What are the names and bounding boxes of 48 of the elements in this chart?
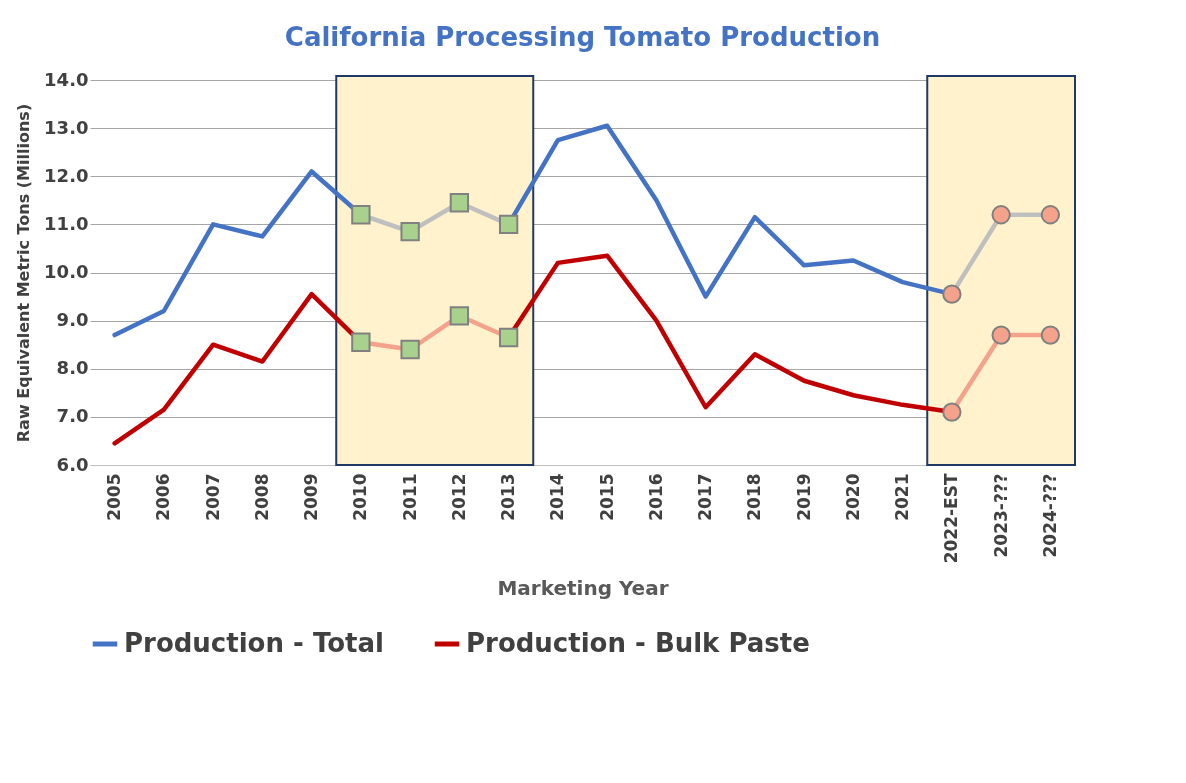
x-tick-label: 2020: [842, 473, 863, 521]
point: [449, 306, 470, 326]
point: [449, 193, 470, 213]
y-tick-label: 14.0: [44, 68, 89, 90]
y-tick-label: 10.0: [44, 261, 89, 282]
x-tick-label: 2011: [399, 473, 420, 521]
y-tick-label: 13.0: [44, 116, 89, 138]
point: [498, 327, 519, 348]
point: [1040, 325, 1061, 345]
point: [351, 332, 371, 352]
y-tick-label: 6.0: [56, 453, 89, 475]
x-tick-label: 2013: [498, 473, 519, 521]
point: [351, 205, 371, 225]
x-tick-label: 2014: [547, 473, 568, 521]
x-axis-title: Marketing Year: [497, 576, 669, 601]
point: [942, 402, 962, 422]
x-tick-label: 2012: [448, 473, 469, 521]
point: [498, 214, 519, 235]
y-tick-label: 7.0: [56, 405, 89, 427]
point: [991, 325, 1011, 345]
x-tick-label: 2019: [793, 473, 814, 521]
x-tick-label: 2009: [301, 473, 322, 521]
x-tick-label: 2021: [892, 473, 913, 521]
point: [400, 221, 420, 242]
x-tick-label: 2006: [153, 473, 174, 521]
x-tick-label: 2018: [744, 473, 765, 521]
x-tick-label: 2007: [202, 473, 223, 521]
chart-title: California Processing Tomato Production: [284, 22, 881, 52]
x-tick-label: 2023-???: [990, 473, 1011, 558]
y-tick-label: 11.0: [44, 212, 89, 234]
point: [991, 205, 1011, 225]
x-tick-label: 2024-???: [1039, 473, 1060, 558]
legend-label: Production - Total: [124, 628, 384, 658]
x-tick-label: 2010: [350, 473, 371, 521]
x-tick-label: 2022-EST: [941, 473, 962, 564]
x-tick-label: 2016: [645, 473, 666, 521]
legend-label: Production - Bulk Paste: [466, 628, 810, 658]
point: [400, 339, 420, 360]
x-tick-label: 2015: [596, 473, 617, 521]
point: [942, 284, 962, 304]
y-tick-label: 8.0: [56, 357, 89, 379]
y-tick-label: 9.0: [56, 309, 89, 331]
y-axis-title: Raw Equivalent Metric Tons (Millions): [14, 103, 34, 443]
point: [1040, 205, 1061, 225]
y-tick-label: 12.0: [44, 164, 89, 186]
x-tick-label: 2008: [251, 473, 272, 521]
x-tick-label: 2017: [695, 473, 716, 521]
x-tick-label: 2005: [104, 473, 125, 521]
